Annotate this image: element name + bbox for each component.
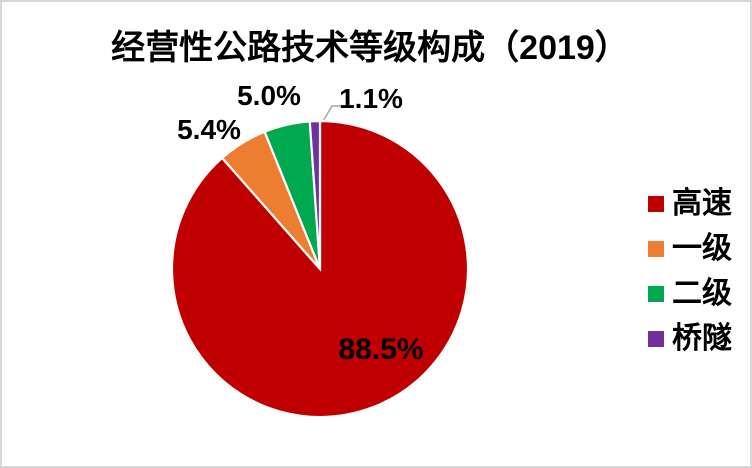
pie-slice-3[interactable] [308, 119, 322, 270]
legend-label-yiji: 一级 [672, 232, 732, 265]
legend-swatch-yiji [648, 241, 664, 257]
data-label-qiaosui: 1.1% [339, 83, 403, 114]
data-label-gaosu: 88.5% [338, 333, 424, 366]
legend-label-erji: 二级 [672, 277, 732, 310]
legend-item-qiaosui[interactable]: 桥隧 [648, 324, 732, 354]
data-label-yiji: 5.4% [177, 114, 241, 145]
chart-title: 经营性公路技术等级构成（2019） [111, 29, 629, 67]
legend-swatch-gaosu [648, 196, 664, 212]
legend-swatch-erji [648, 286, 664, 302]
legend: 高速 一级 二级 桥隧 [648, 189, 732, 354]
legend-label-gaosu: 高速 [672, 187, 732, 220]
legend-item-erji[interactable]: 二级 [648, 279, 732, 309]
legend-label-qiaosui: 桥隧 [672, 322, 732, 355]
legend-item-yiji[interactable]: 一级 [648, 234, 732, 264]
data-label-erji: 5.0% [237, 80, 301, 111]
legend-item-gaosu[interactable]: 高速 [648, 189, 732, 219]
legend-swatch-qiaosui [648, 331, 664, 347]
